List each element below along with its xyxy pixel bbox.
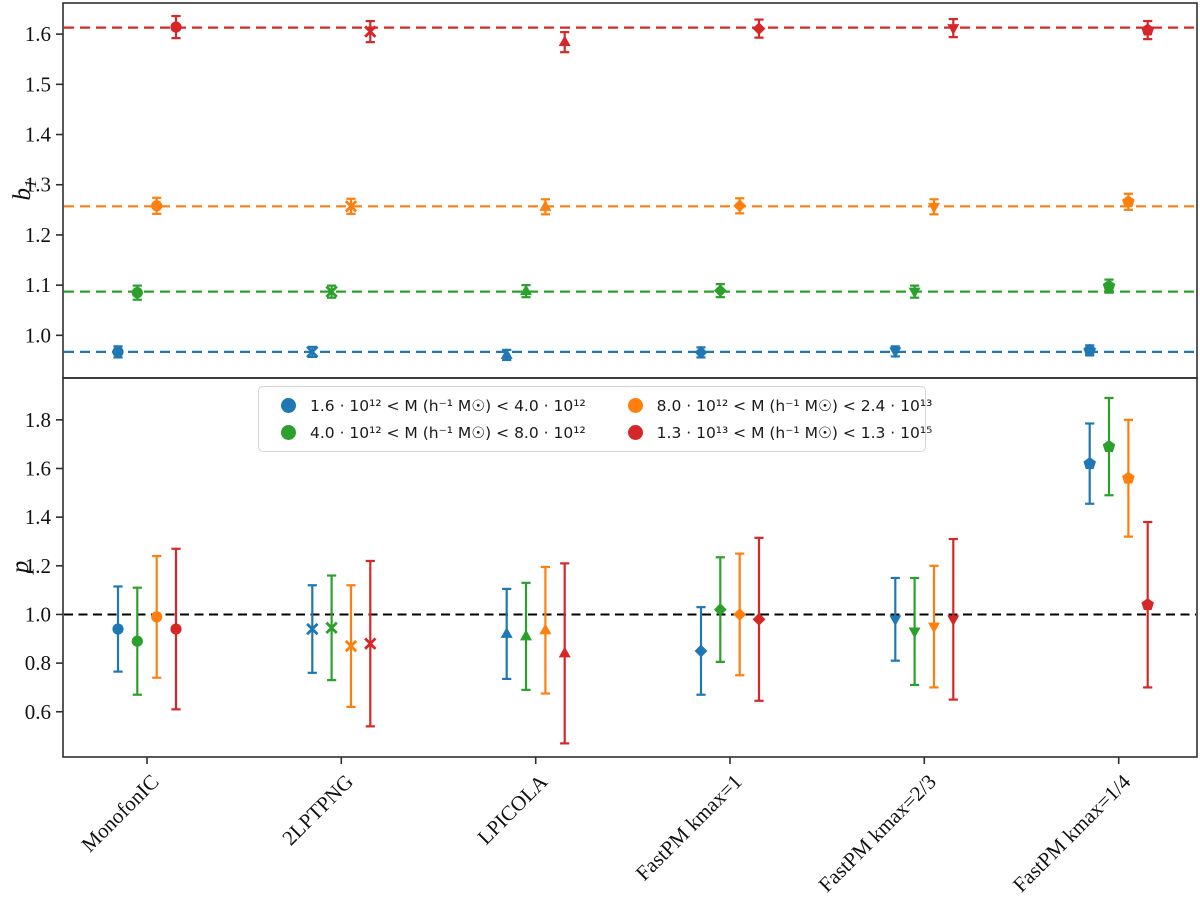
marker-circle bbox=[131, 287, 143, 299]
legend-marker-circle bbox=[627, 398, 643, 413]
marker-circle bbox=[112, 623, 124, 635]
marker-diamond bbox=[694, 345, 708, 359]
y-tick-label: 1.0 bbox=[25, 602, 51, 626]
marker-pentagon bbox=[1102, 279, 1116, 292]
marker-triangle-up bbox=[500, 627, 513, 638]
marker-pentagon bbox=[1122, 471, 1135, 484]
marker-triangle-up bbox=[500, 348, 513, 359]
legend-marker-circle bbox=[281, 425, 296, 440]
marker-x bbox=[364, 25, 377, 38]
legend-label: 1.6 · 10¹² < M (h⁻¹ M☉) < 4.0 · 10¹² bbox=[310, 396, 586, 415]
marker-diamond bbox=[713, 603, 727, 616]
marker-x bbox=[344, 200, 358, 213]
marker-x bbox=[364, 637, 377, 650]
y-tick-label: 1.2 bbox=[25, 223, 51, 247]
marker-triangle-down bbox=[928, 202, 940, 214]
y-tick-label: 1.6 bbox=[25, 456, 51, 480]
legend: 1.6 · 10¹² < M (h⁻¹ M☉) < 4.0 · 10¹² 4.0 … bbox=[258, 386, 932, 452]
marker-pentagon bbox=[1141, 23, 1154, 36]
marker-triangle-down bbox=[889, 347, 902, 359]
x-tick-label: LPICOLA bbox=[473, 769, 553, 849]
marker-circle bbox=[112, 346, 124, 358]
marker-circle bbox=[170, 21, 182, 33]
legend-label: 4.0 · 10¹² < M (h⁻¹ M☉) < 8.0 · 10¹² bbox=[310, 423, 586, 442]
marker-circle bbox=[170, 623, 182, 635]
legend-item: 8.0 · 10¹² < M (h⁻¹ M☉) < 2.4 · 10¹³ bbox=[620, 396, 933, 415]
marker-pentagon bbox=[1083, 457, 1096, 469]
x-tick-label: FastPM kmax=1 bbox=[631, 770, 747, 886]
marker-triangle-down bbox=[908, 627, 921, 639]
marker-diamond bbox=[752, 612, 766, 626]
marker-triangle-up bbox=[520, 284, 532, 296]
marker-diamond bbox=[752, 22, 766, 36]
marker-pentagon bbox=[1102, 439, 1116, 452]
marker-pentagon bbox=[1122, 195, 1135, 208]
marker-circle bbox=[151, 200, 163, 212]
y-tick-label: 1.8 bbox=[25, 408, 51, 432]
marker-diamond bbox=[733, 199, 747, 213]
marker-triangle-down bbox=[889, 615, 902, 627]
x-tick-label: MonofonIC bbox=[76, 770, 163, 857]
marker-x bbox=[325, 285, 338, 298]
marker-x bbox=[325, 621, 338, 635]
marker-triangle-down bbox=[947, 24, 960, 35]
marker-diamond bbox=[694, 644, 708, 658]
marker-x bbox=[306, 622, 319, 636]
legend-item: 1.3 · 10¹³ < M (h⁻¹ M☉) < 1.3 · 10¹⁵ bbox=[620, 423, 933, 442]
marker-triangle-down bbox=[908, 287, 921, 299]
y-tick-label: 1.4 bbox=[25, 123, 52, 147]
marker-triangle-up bbox=[539, 200, 552, 211]
legend-label: 8.0 · 10¹² < M (h⁻¹ M☉) < 2.4 · 10¹³ bbox=[656, 396, 933, 415]
marker-triangle-down bbox=[928, 622, 940, 634]
y-tick-label: 0.6 bbox=[25, 700, 51, 724]
marker-circle bbox=[131, 635, 143, 647]
marker-triangle-down bbox=[947, 615, 960, 627]
marker-triangle-up bbox=[539, 623, 552, 635]
y-tick-label: 1.4 bbox=[25, 505, 52, 529]
marker-x bbox=[344, 639, 358, 653]
y-axis-label-top: b1 bbox=[9, 180, 40, 201]
panel-frame bbox=[62, 377, 1198, 758]
x-tick-label: FastPM kmax=1/4 bbox=[1008, 769, 1136, 897]
marker-triangle-up bbox=[558, 35, 571, 47]
marker-circle bbox=[151, 611, 163, 623]
x-tick-label: FastPM kmax=2/3 bbox=[814, 770, 941, 897]
legend-item: 1.6 · 10¹² < M (h⁻¹ M☉) < 4.0 · 10¹² bbox=[273, 397, 586, 415]
y-tick-label: 1.6 bbox=[25, 22, 51, 46]
y-tick-label: 1.0 bbox=[25, 323, 51, 347]
marker-pentagon bbox=[1083, 343, 1096, 356]
y-tick-label: 1.3 bbox=[25, 173, 51, 197]
marker-x bbox=[306, 345, 319, 359]
legend-label: 1.3 · 10¹³ < M (h⁻¹ M☉) < 1.3 · 10¹⁵ bbox=[656, 423, 933, 442]
y-tick-label: 0.8 bbox=[25, 651, 51, 675]
y-tick-label: 1.2 bbox=[25, 554, 51, 578]
marker-pentagon bbox=[1141, 598, 1154, 611]
legend-marker-circle bbox=[281, 398, 296, 413]
marker-diamond bbox=[713, 284, 727, 298]
legend-item: 4.0 · 10¹² < M (h⁻¹ M☉) < 8.0 · 10¹² bbox=[273, 424, 586, 442]
legend-marker-circle bbox=[627, 425, 643, 440]
marker-diamond bbox=[733, 608, 747, 621]
y-tick-label: 1.5 bbox=[25, 72, 51, 96]
x-tick-label: 2LPTPNG bbox=[277, 770, 358, 851]
y-tick-label: 1.1 bbox=[25, 273, 51, 297]
panel-frame bbox=[62, 2, 1198, 379]
marker-triangle-up bbox=[558, 646, 571, 658]
marker-triangle-up bbox=[520, 629, 532, 641]
y-axis-label-bottom: p bbox=[7, 561, 34, 576]
